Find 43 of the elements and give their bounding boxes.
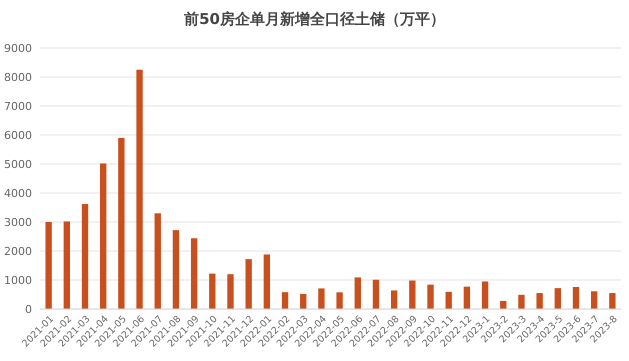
bar — [45, 222, 52, 309]
bar — [572, 286, 580, 309]
y-tick-label: 6000 — [4, 128, 32, 142]
bar — [518, 294, 525, 309]
bar — [464, 286, 470, 309]
bar — [209, 274, 216, 309]
y-tick-label: 5000 — [4, 158, 32, 171]
bar — [482, 281, 488, 309]
bar — [336, 292, 343, 309]
bar — [446, 292, 452, 309]
bar — [136, 70, 143, 309]
y-tick-label: 8000 — [4, 70, 32, 84]
bar — [372, 280, 380, 309]
bar — [190, 238, 198, 309]
y-tick-label: 1000 — [4, 274, 32, 287]
y-tick-label: 0 — [25, 302, 32, 316]
chart-title: 前50房企单月新增全口径土储（万平） — [183, 10, 445, 28]
bar — [82, 204, 88, 309]
bar — [300, 294, 306, 309]
bar — [427, 284, 434, 309]
bar — [154, 213, 161, 309]
bar — [354, 277, 361, 309]
bar — [500, 300, 506, 309]
bar — [409, 280, 416, 309]
y-tick-label: 2000 — [4, 244, 32, 258]
bar — [554, 288, 561, 309]
bar — [245, 259, 252, 309]
bar — [227, 274, 234, 309]
y-tick-label: 4000 — [4, 186, 32, 200]
bar — [118, 138, 125, 309]
bar — [318, 288, 325, 309]
bar — [390, 290, 398, 309]
bar — [64, 221, 70, 309]
bar — [264, 254, 270, 309]
y-tick-label: 7000 — [4, 100, 32, 113]
bar — [536, 293, 543, 309]
bar — [590, 291, 598, 309]
y-tick-label: 9000 — [4, 42, 32, 55]
y-tick-label: 3000 — [4, 216, 32, 229]
bar — [172, 230, 180, 309]
bar — [282, 292, 288, 309]
bar — [100, 163, 106, 309]
bar — [609, 293, 616, 309]
